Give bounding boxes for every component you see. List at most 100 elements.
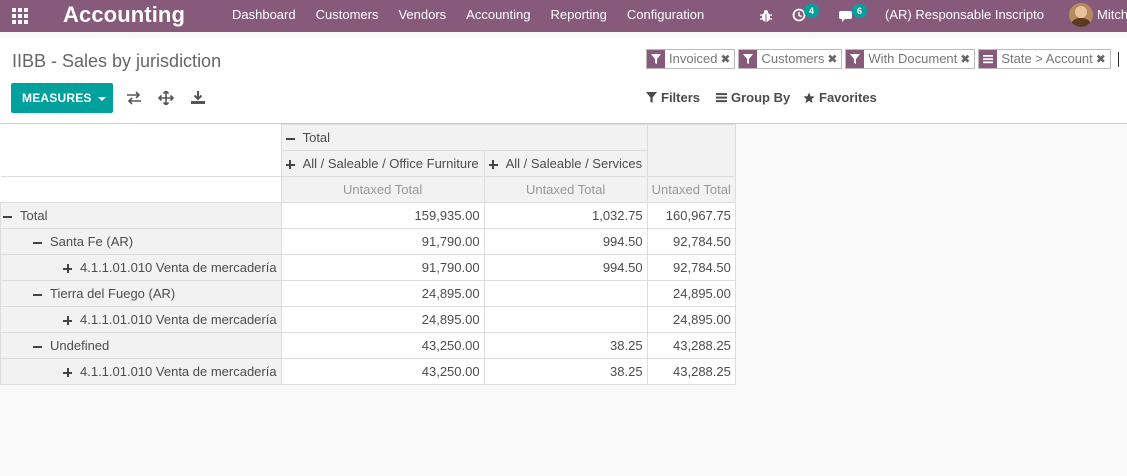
value-cell[interactable]: 38.25 [483, 358, 648, 385]
col-header-services[interactable]: All / Saleable / Services [483, 150, 648, 177]
messages-badge: 6 [852, 4, 867, 18]
close-icon[interactable]: ✖ [827, 52, 838, 66]
star-icon [803, 92, 815, 103]
main-menu: Dashboard Customers Vendors Accounting R… [232, 0, 724, 32]
facet-groupby-state-account[interactable]: State > Account ✖ [978, 49, 1111, 69]
value-cell[interactable] [483, 306, 648, 333]
collapse-icon [33, 345, 42, 348]
favorites-label: Favorites [819, 90, 877, 105]
facet-label: Invoiced [669, 51, 718, 66]
facet-label: State > Account [1001, 51, 1093, 66]
value-cell[interactable]: 43,288.25 [646, 332, 736, 359]
value-cell[interactable]: 43,288.25 [646, 358, 736, 385]
value-cell[interactable]: 92,784.50 [646, 228, 736, 255]
expand-icon [63, 316, 72, 326]
pivot-table: Total All / Saleable / Office Furniture … [0, 124, 736, 385]
expand-all-icon[interactable] [158, 91, 174, 105]
facet-label: Customers [761, 51, 825, 66]
page-title: IIBB - Sales by jurisdiction [12, 51, 222, 71]
collapse-icon [33, 241, 42, 244]
company-switcher[interactable]: (AR) Responsable Inscripto [885, 7, 1044, 22]
messages-chat-icon[interactable] [839, 9, 855, 23]
value-cell[interactable]: 24,895.00 [646, 280, 736, 307]
col-header-office-furniture[interactable]: All / Saleable / Office Furniture [280, 150, 485, 177]
menu-item-dashboard[interactable]: Dashboard [232, 7, 296, 22]
control-panel: IIBB - Sales by jurisdiction Invoiced ✖ … [0, 38, 1127, 124]
filters-dropdown[interactable]: Filters [646, 90, 700, 105]
measure-header[interactable]: Untaxed Total [646, 176, 736, 203]
filter-icon [646, 92, 657, 103]
measure-header[interactable]: Untaxed Total [483, 176, 648, 203]
menu-item-configuration[interactable]: Configuration [626, 7, 705, 22]
value-cell[interactable]: 43,250.00 [280, 332, 485, 359]
value-cell[interactable]: 994.50 [483, 254, 648, 281]
value-cell[interactable]: 994.50 [483, 228, 648, 255]
row-header-label: Santa Fe (AR) [50, 234, 134, 249]
apps-menu-icon[interactable] [12, 8, 30, 24]
download-icon[interactable] [190, 91, 206, 105]
table-row: Tierra del Fuego (AR) 24,895.00 24,895.00 [0, 280, 736, 307]
row-header-label: Total [20, 208, 48, 223]
debug-bug-icon[interactable] [759, 9, 773, 23]
user-avatar[interactable] [1069, 3, 1093, 27]
expand-icon [63, 264, 72, 274]
filter-icon [647, 50, 665, 68]
row-header-label: Undefined [50, 338, 110, 353]
facet-customers[interactable]: Customers ✖ [738, 49, 843, 69]
filter-icon [846, 50, 865, 68]
filters-label: Filters [661, 90, 701, 105]
col-header-total[interactable]: Total [280, 124, 648, 151]
flip-axis-icon[interactable] [126, 91, 142, 105]
row-header[interactable]: Undefined [0, 332, 282, 359]
collapse-icon [285, 137, 295, 140]
value-cell[interactable] [483, 280, 648, 307]
menu-item-accounting[interactable]: Accounting [466, 7, 531, 22]
menu-item-reporting[interactable]: Reporting [550, 7, 607, 22]
filter-icon [739, 50, 758, 68]
menu-item-vendors[interactable]: Vendors [398, 7, 447, 22]
value-cell[interactable]: 92,784.50 [646, 254, 736, 281]
search-facets: Invoiced ✖ Customers ✖ With Document ✖ S… [646, 49, 1114, 71]
col-header-label: Total [302, 130, 331, 145]
col-header-spacer [646, 124, 736, 177]
row-header[interactable]: 4.1.1.01.010 Venta de mercadería [0, 254, 282, 281]
table-row: Santa Fe (AR) 91,790.00 994.50 92,784.50 [0, 228, 736, 255]
row-header[interactable]: Santa Fe (AR) [0, 228, 282, 255]
value-cell[interactable]: 24,895.00 [280, 306, 485, 333]
row-header[interactable]: 4.1.1.01.010 Venta de mercadería [0, 306, 282, 333]
table-row: Undefined 43,250.00 38.25 43,288.25 [0, 332, 736, 359]
expand-icon [285, 160, 295, 170]
value-cell[interactable]: 24,895.00 [646, 306, 736, 333]
col-header-label: All / Saleable / Office Furniture [302, 156, 479, 171]
close-icon[interactable]: ✖ [720, 52, 731, 66]
app-brand[interactable]: Accounting [63, 2, 185, 27]
measures-button[interactable]: MEASURES [11, 83, 113, 113]
expand-icon [488, 160, 498, 170]
col-header-label: All / Saleable / Services [505, 156, 643, 171]
chevron-down-icon [97, 96, 106, 101]
facet-invoiced[interactable]: Invoiced ✖ [646, 49, 736, 69]
value-cell[interactable]: 160,967.75 [646, 202, 736, 229]
close-icon[interactable]: ✖ [1095, 52, 1106, 66]
table-row: Total 159,935.00 1,032.75 160,967.75 [0, 202, 736, 229]
row-header[interactable]: 4.1.1.01.010 Venta de mercadería [0, 358, 282, 385]
favorites-dropdown[interactable]: Favorites [803, 90, 877, 105]
value-cell[interactable]: 24,895.00 [280, 280, 485, 307]
expand-icon [63, 368, 72, 378]
row-header[interactable]: Total [0, 202, 282, 229]
value-cell[interactable]: 38.25 [483, 332, 648, 359]
value-cell[interactable]: 91,790.00 [280, 254, 485, 281]
measure-header[interactable]: Untaxed Total [280, 176, 485, 203]
value-cell[interactable]: 1,032.75 [483, 202, 648, 229]
user-menu[interactable]: Mitch [1097, 7, 1127, 22]
row-header[interactable]: Tierra del Fuego (AR) [0, 280, 282, 307]
value-cell[interactable]: 91,790.00 [280, 228, 485, 255]
value-cell[interactable]: 159,935.00 [280, 202, 485, 229]
groupby-icon [716, 93, 727, 103]
facet-with-document[interactable]: With Document ✖ [845, 49, 976, 69]
search-input[interactable] [1118, 52, 1119, 67]
close-icon[interactable]: ✖ [960, 52, 971, 66]
menu-item-customers[interactable]: Customers [315, 7, 379, 22]
value-cell[interactable]: 43,250.00 [280, 358, 485, 385]
groupby-dropdown[interactable]: Group By [716, 90, 790, 105]
